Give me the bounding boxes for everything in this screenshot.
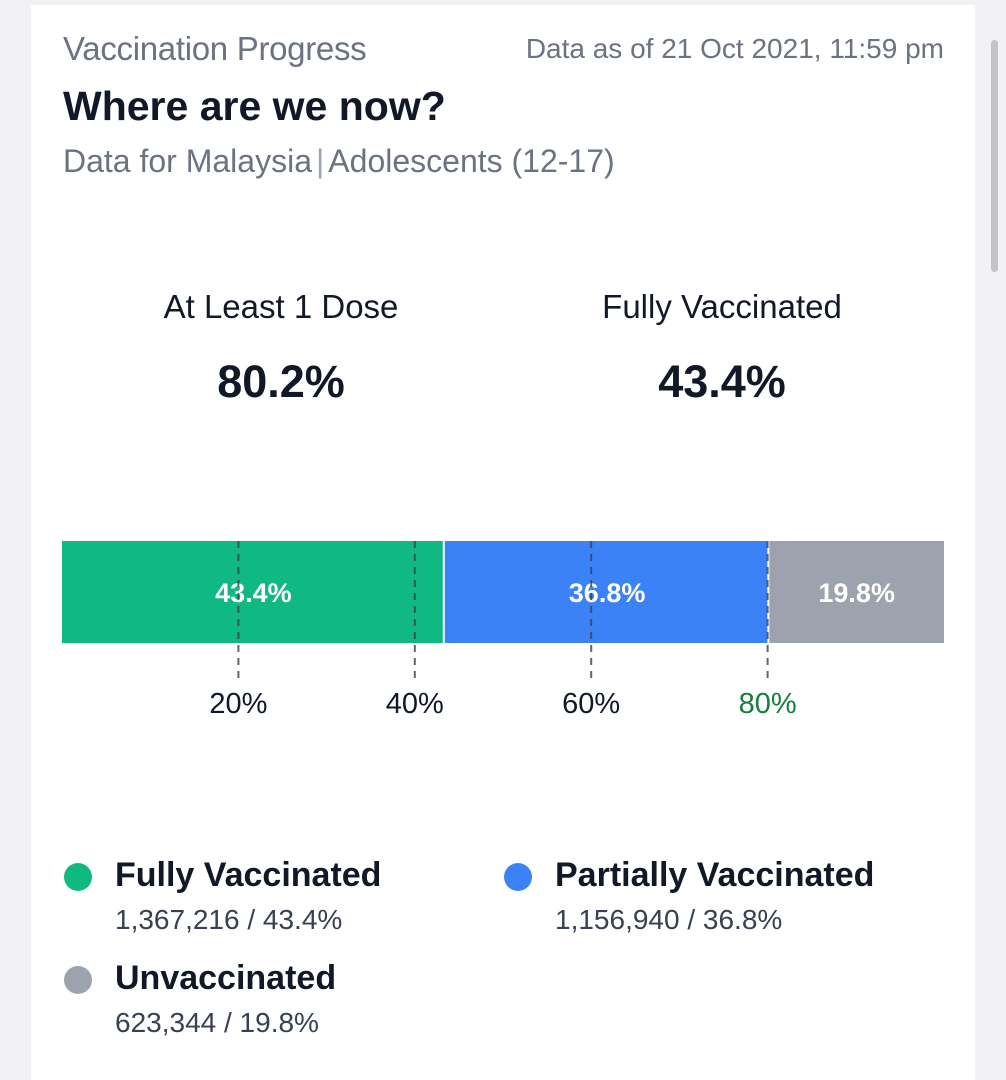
legend-dot [64,863,92,891]
stat-fully-vaccinated: Fully Vaccinated 43.4% [542,288,902,408]
group-label: Adolescents (12-17) [328,143,615,179]
legend-dot [504,863,532,891]
data-timestamp: Data as of 21 Oct 2021, 11:59 pm [525,33,944,64]
stat-label: At Least 1 Dose [163,288,399,325]
bar-segment-fully-vaccinated [62,541,443,643]
legend-name: Unvaccinated [115,959,337,997]
scope-separator: | [315,143,325,179]
tick-label: 40% [386,688,444,720]
legend-name: Fully Vaccinated [115,856,382,894]
legend-count: 1,156,940 / 36.8% [555,904,783,935]
bar-segment-label: 19.8% [818,578,895,608]
region-label: Data for Malaysia [63,143,312,179]
bar-segment-label: 43.4% [215,578,292,608]
stat-value: 43.4% [658,356,786,407]
legend-dot [64,966,92,994]
scrollbar-thumb[interactable] [991,40,998,272]
tick-label: 60% [562,688,620,720]
stat-label: Fully Vaccinated [602,288,842,325]
data-scope: Data for Malaysia | Adolescents (12-17) [63,143,615,180]
bar-segment-unvaccinated [769,541,944,643]
stat-value: 80.2% [217,356,345,407]
legend-count: 1,367,216 / 43.4% [115,904,343,935]
page-title: Where are we now? [63,83,446,129]
stat-at-least-one-dose: At Least 1 Dose 80.2% [101,288,461,408]
bar-segment-label: 36.8% [569,578,646,608]
stacked-progress-bar-chart: 43.4% 36.8% 19.8% 20% 40% 60% 80% [62,541,944,720]
legend-count: 623,344 / 19.8% [115,1007,319,1038]
bar-segment-partially-vaccinated [444,541,768,643]
tick-label: 20% [209,688,267,720]
legend-name: Partially Vaccinated [555,856,875,894]
tick-label: 80% [739,688,797,720]
section-label: Vaccination Progress [63,30,367,67]
